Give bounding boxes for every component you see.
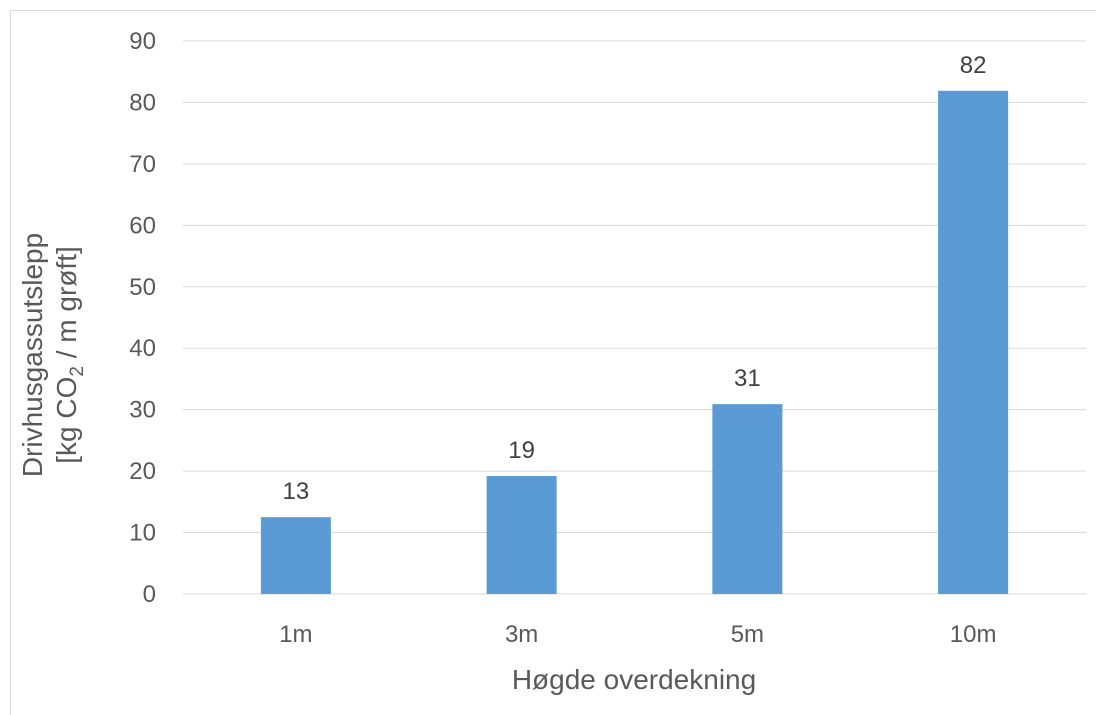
- y-tick-label: 80: [129, 89, 156, 116]
- data-label: 19: [508, 437, 535, 464]
- x-tick-label: 3m: [505, 621, 538, 648]
- y-tick-label: 70: [129, 151, 156, 178]
- y-tick-label: 60: [129, 212, 156, 239]
- y-tick-labels: 0 10 20 30 40 50 60 70 80 90: [129, 28, 156, 608]
- y-tick-label: 20: [129, 458, 156, 485]
- data-label: 31: [734, 365, 761, 392]
- gridlines: [183, 40, 1086, 595]
- bar: [938, 90, 1009, 595]
- y-tick-label: 40: [129, 335, 156, 362]
- data-label: 82: [960, 52, 987, 79]
- y-tick-label: 30: [129, 397, 156, 424]
- y-axis-title-line2: [kg CO2 / m grøft]: [51, 246, 88, 464]
- y-tick-label: 0: [143, 581, 156, 608]
- y-axis-title-suffix: / m grøft]: [51, 246, 82, 366]
- x-axis-title: Høgde overdekning: [512, 664, 756, 695]
- bar: [486, 476, 557, 594]
- y-axis-title: Drivhusgassutslepp [kg CO2 / m grøft]: [17, 233, 88, 477]
- y-tick-label: 50: [129, 274, 156, 301]
- bar: [712, 404, 783, 594]
- bars: [260, 90, 1009, 595]
- x-tick-labels: 1m 3m 5m 10m: [279, 621, 996, 648]
- y-axis-title-line1: Drivhusgassutslepp: [17, 233, 48, 477]
- x-tick-label: 1m: [279, 621, 312, 648]
- y-axis-title-subscript: 2: [67, 366, 88, 377]
- data-label: 13: [283, 478, 310, 505]
- y-axis-title-prefix: [kg CO: [51, 377, 82, 464]
- x-tick-label: 10m: [950, 621, 997, 648]
- y-tick-label: 10: [129, 520, 156, 547]
- chart-frame: [10, 10, 1096, 715]
- data-labels: 13 19 31 82: [283, 52, 987, 505]
- x-tick-label: 5m: [731, 621, 764, 648]
- bar: [260, 517, 331, 594]
- y-tick-label: 90: [129, 28, 156, 55]
